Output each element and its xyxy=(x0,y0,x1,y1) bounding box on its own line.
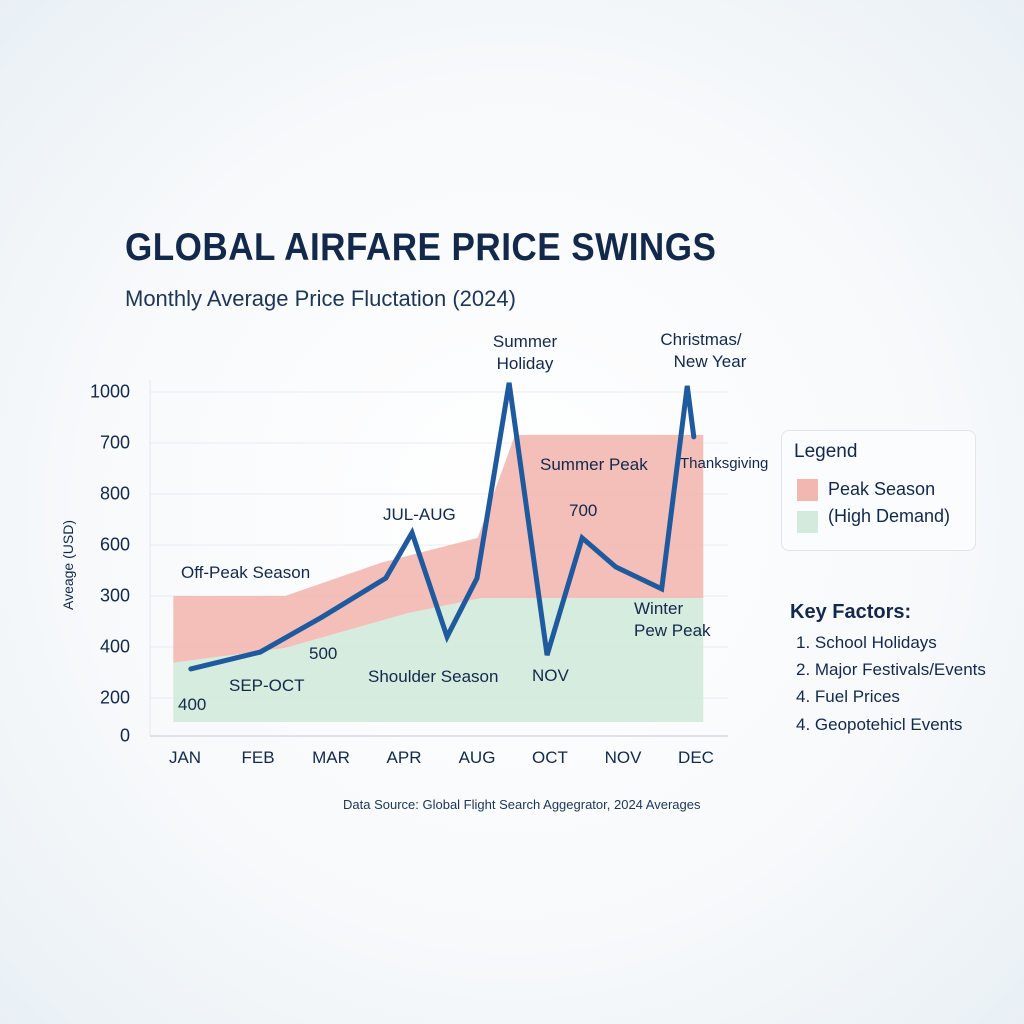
legend-label-high-demand: (High Demand) xyxy=(828,506,951,526)
y-tick-label: 400 xyxy=(99,636,130,657)
y-tick-label: 1000 xyxy=(89,381,130,402)
annotation-700: 700 xyxy=(569,501,598,520)
x-tick-label: MAR xyxy=(312,748,350,767)
annotation-jul-aug: JUL-AUG xyxy=(383,505,456,524)
annotation-500: 500 xyxy=(309,644,338,663)
annotation-sep-oct: SEP-OCT xyxy=(229,676,305,695)
key-factor-item: 1. School Holidays xyxy=(796,633,937,652)
legend-swatch-peak xyxy=(797,479,818,501)
data-source: Data Source: Global Flight Search Aggegr… xyxy=(343,797,701,812)
x-tick-label: FEB xyxy=(241,748,275,767)
chart-title: GLOBAL AIRFARE PRICE SWINGS xyxy=(125,226,717,269)
x-tick-label: JAN xyxy=(168,748,202,767)
annotation-summer-peak: Summer Peak xyxy=(540,455,648,474)
y-tick-label: 800 xyxy=(99,483,130,504)
key-factor-item: 4. Geopotehicl Events xyxy=(796,715,963,734)
legend-title: Legend xyxy=(794,441,858,462)
chart-subtitle: Monthly Average Price Fluctation (2024) xyxy=(125,286,516,311)
y-tick-label: 300 xyxy=(99,585,130,606)
x-tick-label: DEC xyxy=(678,748,714,767)
x-tick-label: OCT xyxy=(532,748,568,767)
x-tick-label: NOV xyxy=(604,748,642,767)
legend-swatch-high-demand xyxy=(797,511,818,533)
key-factor-item: 4. Fuel Prices xyxy=(796,687,900,706)
legend-label-peak: Peak Season xyxy=(828,479,936,499)
key-factor-item: 2. Major Festivals/Events xyxy=(796,660,986,679)
annotation-christmas: Christmas/New Year xyxy=(660,330,747,371)
band-high-demand xyxy=(173,598,704,722)
annotation-winter: Winter Pew Peak xyxy=(634,599,711,640)
annotation-400: 400 xyxy=(178,695,207,714)
annotation-shoulder: Shoulder Season xyxy=(368,667,499,686)
x-tick-label: AUG xyxy=(458,748,496,767)
x-tick-label: APR xyxy=(386,748,422,767)
y-tick-label: 700 xyxy=(99,432,130,453)
legend: Legend Peak Season (High Demand) xyxy=(781,430,976,551)
annotation-nov: NOV xyxy=(532,666,569,685)
y-tick-label: 0 xyxy=(119,725,130,746)
series-line xyxy=(188,382,697,672)
y-tick-label: 600 xyxy=(99,534,130,555)
y-tick-label: 200 xyxy=(99,687,130,708)
y-axis-label: Aveage (USD) xyxy=(60,519,76,611)
key-factors-title: Key Factors: xyxy=(790,601,912,623)
annotation-thanksgiving: Thanksgiving xyxy=(680,455,769,472)
annotation-summer-holiday: Summer Holiday xyxy=(492,332,558,373)
band-peak-season xyxy=(173,434,704,663)
annotation-off-peak: Off-Peak Season xyxy=(181,563,311,582)
